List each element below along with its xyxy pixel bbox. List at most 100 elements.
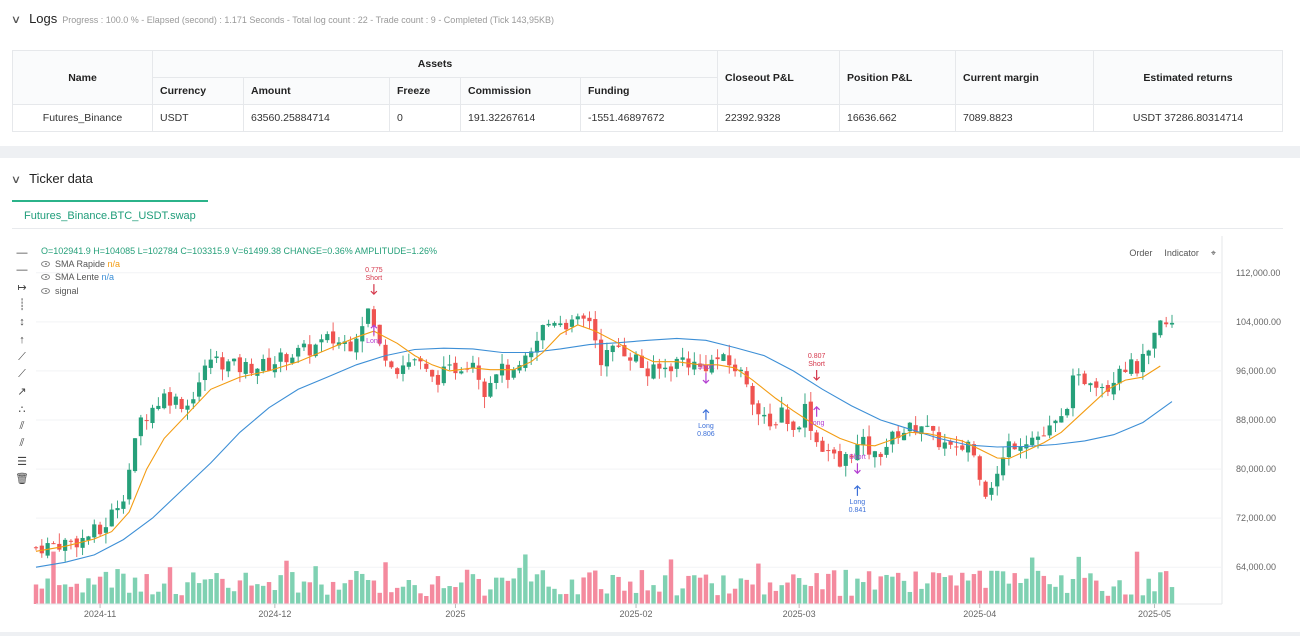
vertical-ray-icon[interactable]: ↑ [19, 333, 25, 346]
cell-amount: 63560.25884714 [243, 104, 390, 132]
cell-closeout: 22392.9328 [717, 104, 840, 132]
volume-bar [785, 582, 790, 604]
logs-header[interactable]: ∨ Logs Progress : 100.0 % - Elapsed (sec… [10, 11, 554, 26]
chevron-down-icon[interactable]: ∨ [10, 174, 22, 186]
indicator-name: SMA Lente [55, 272, 100, 282]
candle-body [365, 308, 371, 324]
volume-bar [74, 583, 79, 604]
crosshair-icon[interactable]: — [16, 246, 28, 259]
arrow-line-icon[interactable]: ↗ [17, 386, 27, 399]
volume-bar [540, 570, 546, 604]
volume-bar [1105, 595, 1111, 604]
volume-bar [866, 571, 872, 604]
candle-body [412, 359, 417, 361]
fib-channel-icon[interactable]: ⫽ [19, 437, 25, 450]
horizontal-line-icon[interactable]: — [16, 264, 28, 277]
candle-body [709, 359, 714, 373]
candle-body [406, 362, 411, 367]
candle-body [150, 407, 155, 424]
eye-icon[interactable] [41, 261, 50, 267]
ray-line-icon[interactable]: ⟋ [18, 367, 26, 380]
volume-bar [39, 588, 45, 604]
candle-body [261, 359, 266, 371]
candle-body [197, 382, 202, 397]
signal-long: Long [366, 324, 382, 345]
volume-bar [616, 576, 621, 604]
cell-currency: USDT [152, 104, 244, 132]
signal-label: Long [809, 420, 825, 427]
volume-bar [511, 578, 516, 604]
cell-commission: 191.32267614 [460, 104, 581, 132]
candle-body [266, 357, 272, 371]
cell-funding: -1551.46897672 [580, 104, 718, 132]
tab-btc-usdt-swap[interactable]: Futures_Binance.BTC_USDT.swap [12, 200, 208, 228]
volume-bar [92, 584, 97, 604]
candle-body [843, 454, 848, 466]
volume-bar [231, 591, 237, 604]
candle-body [907, 422, 912, 432]
chart-buttons: Order Indicator ⌖ [1125, 246, 1220, 261]
price-line-icon[interactable]: ∴ [18, 403, 26, 416]
fib-retracement-icon[interactable]: ☰ [17, 455, 27, 468]
candle-body [86, 536, 91, 541]
candle-body [109, 509, 114, 527]
volume-bar [132, 577, 138, 604]
vertical-line-icon[interactable]: ┊ [18, 299, 26, 312]
volume-bar [995, 570, 1000, 604]
candle-body [319, 339, 324, 343]
candle-body [1094, 381, 1099, 388]
sma-rapide-line [35, 324, 1161, 552]
eye-icon[interactable] [41, 274, 50, 280]
volume-bar [575, 594, 580, 604]
signal-label: Long [850, 499, 866, 506]
indicator-sma-lente[interactable]: SMA Lente n/a [41, 272, 114, 282]
volume-bar [295, 592, 301, 604]
indicator-signal[interactable]: signal [41, 286, 79, 296]
candle-body [383, 344, 388, 361]
trend-line-icon[interactable]: ⟋ [18, 350, 26, 363]
candle-body [505, 364, 510, 380]
candle-body [1158, 320, 1163, 336]
fullscreen-icon[interactable]: ⌖ [1210, 248, 1216, 258]
candle-body [325, 334, 330, 341]
candle-body [1111, 382, 1116, 395]
volume-bar [977, 570, 982, 604]
volume-bar [692, 575, 697, 604]
y-tick-label: 104,000.00 [1236, 317, 1281, 327]
eye-icon[interactable] [41, 288, 50, 294]
order-button[interactable]: Order [1129, 248, 1153, 258]
cell-position: 16636.662 [839, 104, 956, 132]
volume-bar [1076, 556, 1082, 604]
col-currency: Currency [152, 77, 244, 105]
candle-body [1006, 441, 1011, 458]
candle-body [220, 357, 225, 370]
candle-body [1088, 383, 1093, 386]
vertical-segment-icon[interactable]: ↕ [19, 316, 25, 329]
chevron-down-icon[interactable]: ∨ [10, 14, 22, 26]
volume-bar [552, 588, 557, 604]
volume-bar [1059, 575, 1064, 604]
trash-icon[interactable]: 🗑 [15, 473, 29, 486]
candle-body [645, 368, 650, 377]
volume-bar [581, 577, 586, 604]
candle-body [132, 438, 138, 472]
candle-body [144, 420, 149, 422]
candle-body [581, 315, 586, 319]
ticker-header[interactable]: ∨ Ticker data [10, 171, 93, 186]
volume-bar [709, 583, 714, 604]
volume-bar [161, 583, 167, 604]
candle-body [208, 359, 213, 368]
col-assets-group: Assets [152, 50, 718, 78]
candle-body [1059, 416, 1064, 423]
volume-bar [820, 589, 825, 604]
candle-body [977, 456, 982, 480]
candle-body [470, 362, 476, 369]
price-chart[interactable]: 0.775ShortLongShortLong0.8060.807ShortLo… [0, 158, 1300, 632]
horizontal-ray-icon[interactable]: ↦ [17, 281, 27, 294]
indicator-button[interactable]: Indicator [1164, 248, 1199, 258]
candle-body [453, 362, 458, 374]
candle-body [715, 357, 720, 360]
signal-short: Short [698, 364, 714, 384]
indicator-sma-rapide[interactable]: SMA Rapide n/a [41, 259, 120, 269]
parallel-channel-icon[interactable]: ⫽ [19, 420, 25, 433]
